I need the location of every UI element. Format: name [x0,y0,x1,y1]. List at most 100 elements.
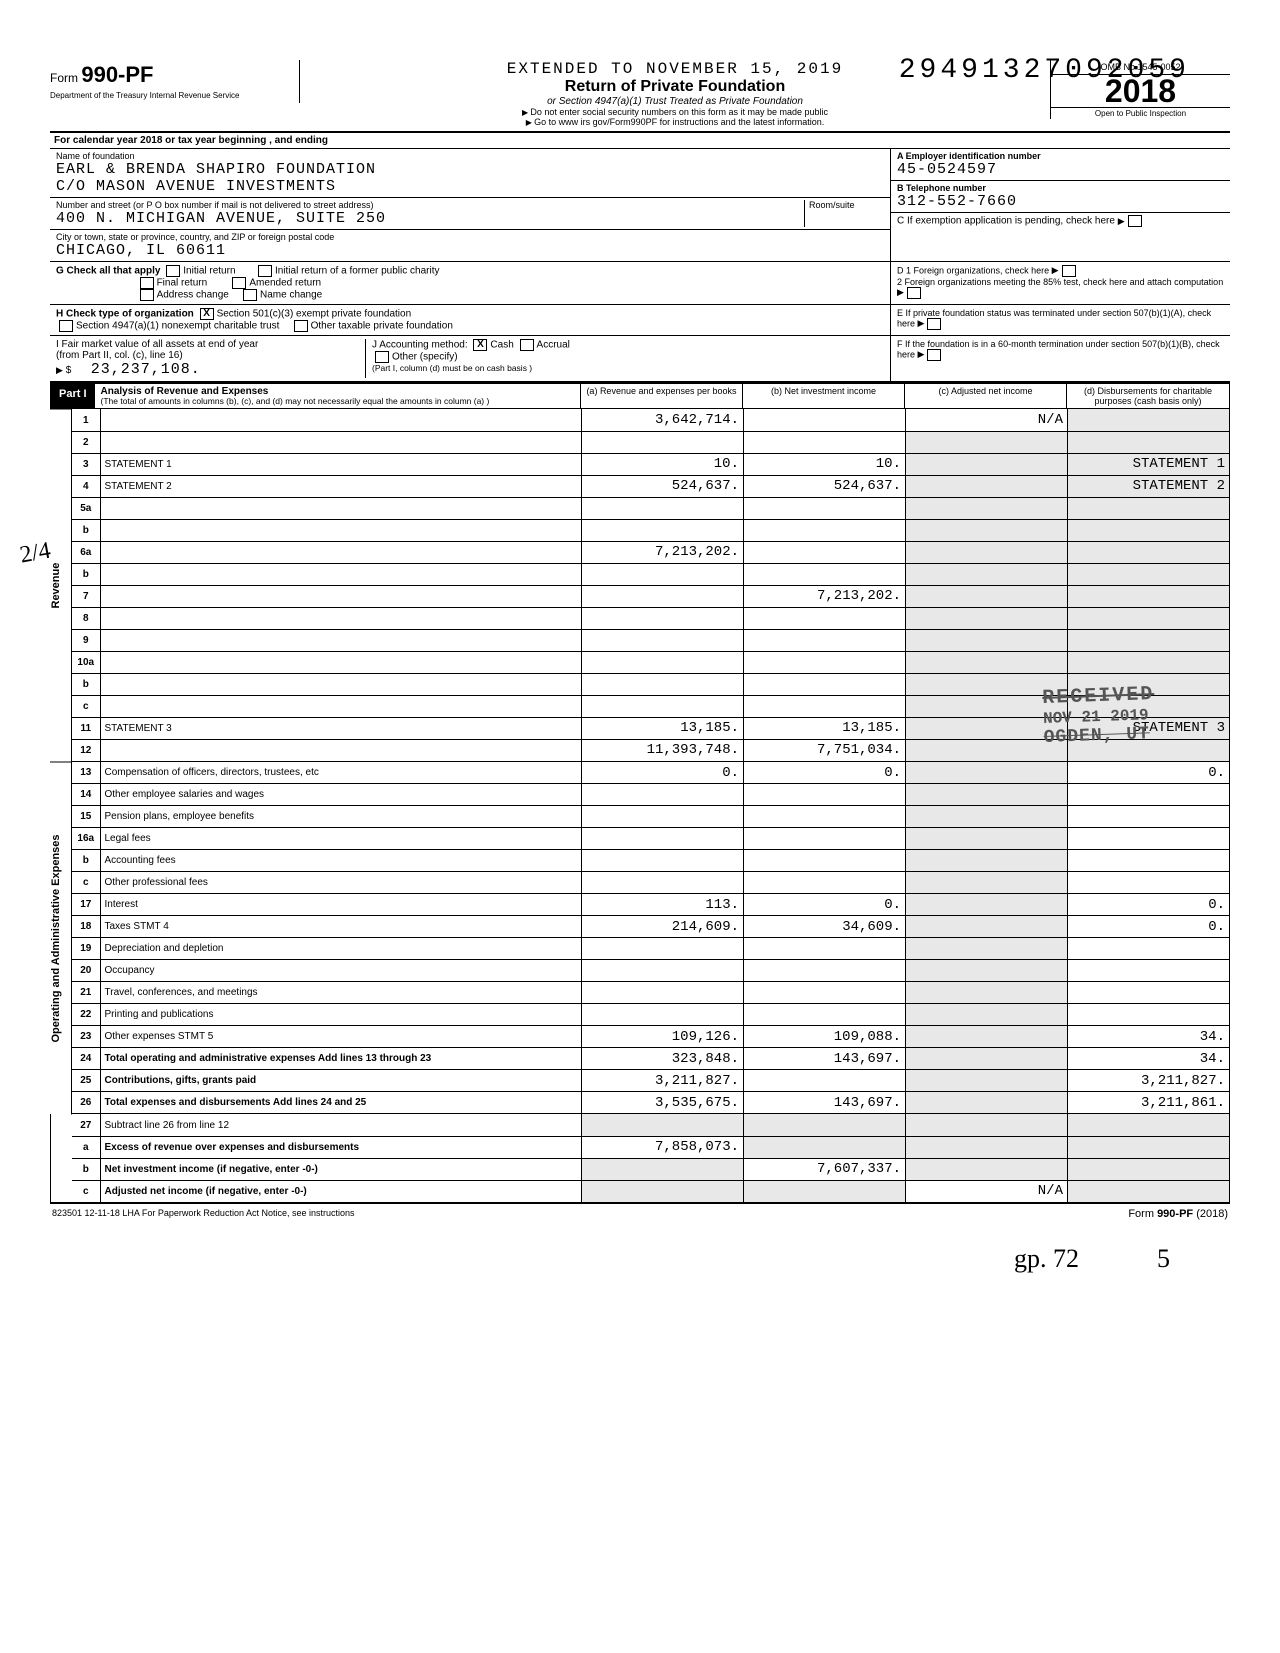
form-prefix: Form [50,71,78,85]
col-b: 524,637. [744,475,906,497]
col-d: 0. [1068,762,1230,784]
line-desc: Total operating and administrative expen… [100,1048,582,1070]
e-label: E If private foundation status was termi… [897,308,1211,328]
g-chk-addr[interactable] [140,289,154,301]
part1-desc: Analysis of Revenue and Expenses (The to… [95,384,581,408]
col-a [582,651,744,673]
col-a [582,497,744,519]
table-row: 77,213,202. [72,585,1230,607]
col-c [906,563,1068,585]
line-no: b [72,1158,100,1180]
col-d [1068,519,1230,541]
col-c [906,872,1068,894]
c-checkbox[interactable] [1128,215,1142,227]
line-desc: Interest [100,894,582,916]
col-d [1068,541,1230,563]
net-table: 27Subtract line 26 from line 12aExcess o… [72,1114,1230,1203]
line-no: 22 [72,1004,100,1026]
col-b: 143,697. [744,1092,906,1114]
line-no: 12 [72,739,100,761]
line-desc [100,651,582,673]
col-d [1068,938,1230,960]
table-row: bNet investment income (if negative, ent… [72,1158,1230,1180]
line-no: 2 [72,431,100,453]
col-c [906,695,1068,717]
ein-label: A Employer identification number [897,151,1224,161]
col-a [582,828,744,850]
table-row: 2 [72,431,1230,453]
g-chk-initial[interactable] [166,265,180,277]
expenses-table: 13Compensation of officers, directors, t… [72,762,1230,1115]
line-desc [100,563,582,585]
col-a [582,519,744,541]
e-row: E If private foundation status was termi… [890,305,1230,335]
arrow-icon [1118,216,1125,227]
calendar-year-row: For calendar year 2018 or tax year begin… [50,133,1230,149]
line-no: 10a [72,651,100,673]
col-b [744,1114,906,1136]
g-chk-amended[interactable] [232,277,246,289]
col-d: 34. [1068,1048,1230,1070]
d2-checkbox[interactable] [907,287,921,299]
line-desc: STATEMENT 3 [100,717,582,739]
col-d: STATEMENT 1 [1068,453,1230,475]
identity-block: Name of foundation EARL & BRENDA SHAPIRO… [50,149,1230,262]
col-a [582,850,744,872]
e-checkbox[interactable] [927,318,941,330]
g-label: G Check all that apply [56,266,160,277]
h-chk-4947[interactable] [59,320,73,332]
table-row: 27Subtract line 26 from line 12 [72,1114,1230,1136]
line-no: b [72,850,100,872]
col-d [1068,673,1230,695]
table-row: b [72,563,1230,585]
col-c [906,1092,1068,1114]
col-b: 7,213,202. [744,585,906,607]
col-a: 323,848. [582,1048,744,1070]
col-a: 7,213,202. [582,541,744,563]
table-row: aExcess of revenue over expenses and dis… [72,1136,1230,1158]
signature: gp. 72 [1014,1244,1079,1273]
address-row: Number and street (or P O box number if … [50,198,890,230]
line-desc: Taxes STMT 4 [100,916,582,938]
col-a [582,629,744,651]
line-desc [100,695,582,717]
col-b [744,563,906,585]
col-b [744,1004,906,1026]
ein-value: 45-0524597 [897,161,997,178]
line-desc [100,409,582,431]
h-chk-501c3[interactable] [200,308,214,320]
line-no: b [72,673,100,695]
col-d [1068,651,1230,673]
col-b [744,431,906,453]
h-chk-other[interactable] [294,320,308,332]
col-b [744,541,906,563]
id-right: A Employer identification number 45-0524… [890,149,1230,261]
arrow-icon [897,287,904,297]
col-c [906,1136,1068,1158]
arrow-icon [918,349,925,359]
col-b: 7,751,034. [744,739,906,761]
address-value: 400 N. MICHIGAN AVENUE, SUITE 250 [56,210,386,227]
j-chk-cash[interactable] [473,339,487,351]
f-checkbox[interactable] [927,349,941,361]
d1-checkbox[interactable] [1062,265,1076,277]
col-a: 10. [582,453,744,475]
col-d [1068,629,1230,651]
col-c [906,1026,1068,1048]
f-row: F If the foundation is in a 60-month ter… [890,336,1230,381]
line-no: 25 [72,1070,100,1092]
j-cash: Cash [490,340,513,351]
g-chk-name[interactable] [243,289,257,301]
g-chk-initial-former[interactable] [258,265,272,277]
col-a: 524,637. [582,475,744,497]
col-d: 0. [1068,894,1230,916]
col-b [744,673,906,695]
j-chk-accrual[interactable] [520,339,534,351]
j-chk-other[interactable] [375,351,389,363]
revenue-table: 13,642,714.N/A23STATEMENT 110.10.STATEME… [72,409,1230,762]
part1-label: Part I [51,384,95,408]
g-chk-final[interactable] [140,277,154,289]
col-d [1068,1004,1230,1026]
line-desc: Compensation of officers, directors, tru… [100,762,582,784]
g-opt4: Amended return [249,278,321,289]
